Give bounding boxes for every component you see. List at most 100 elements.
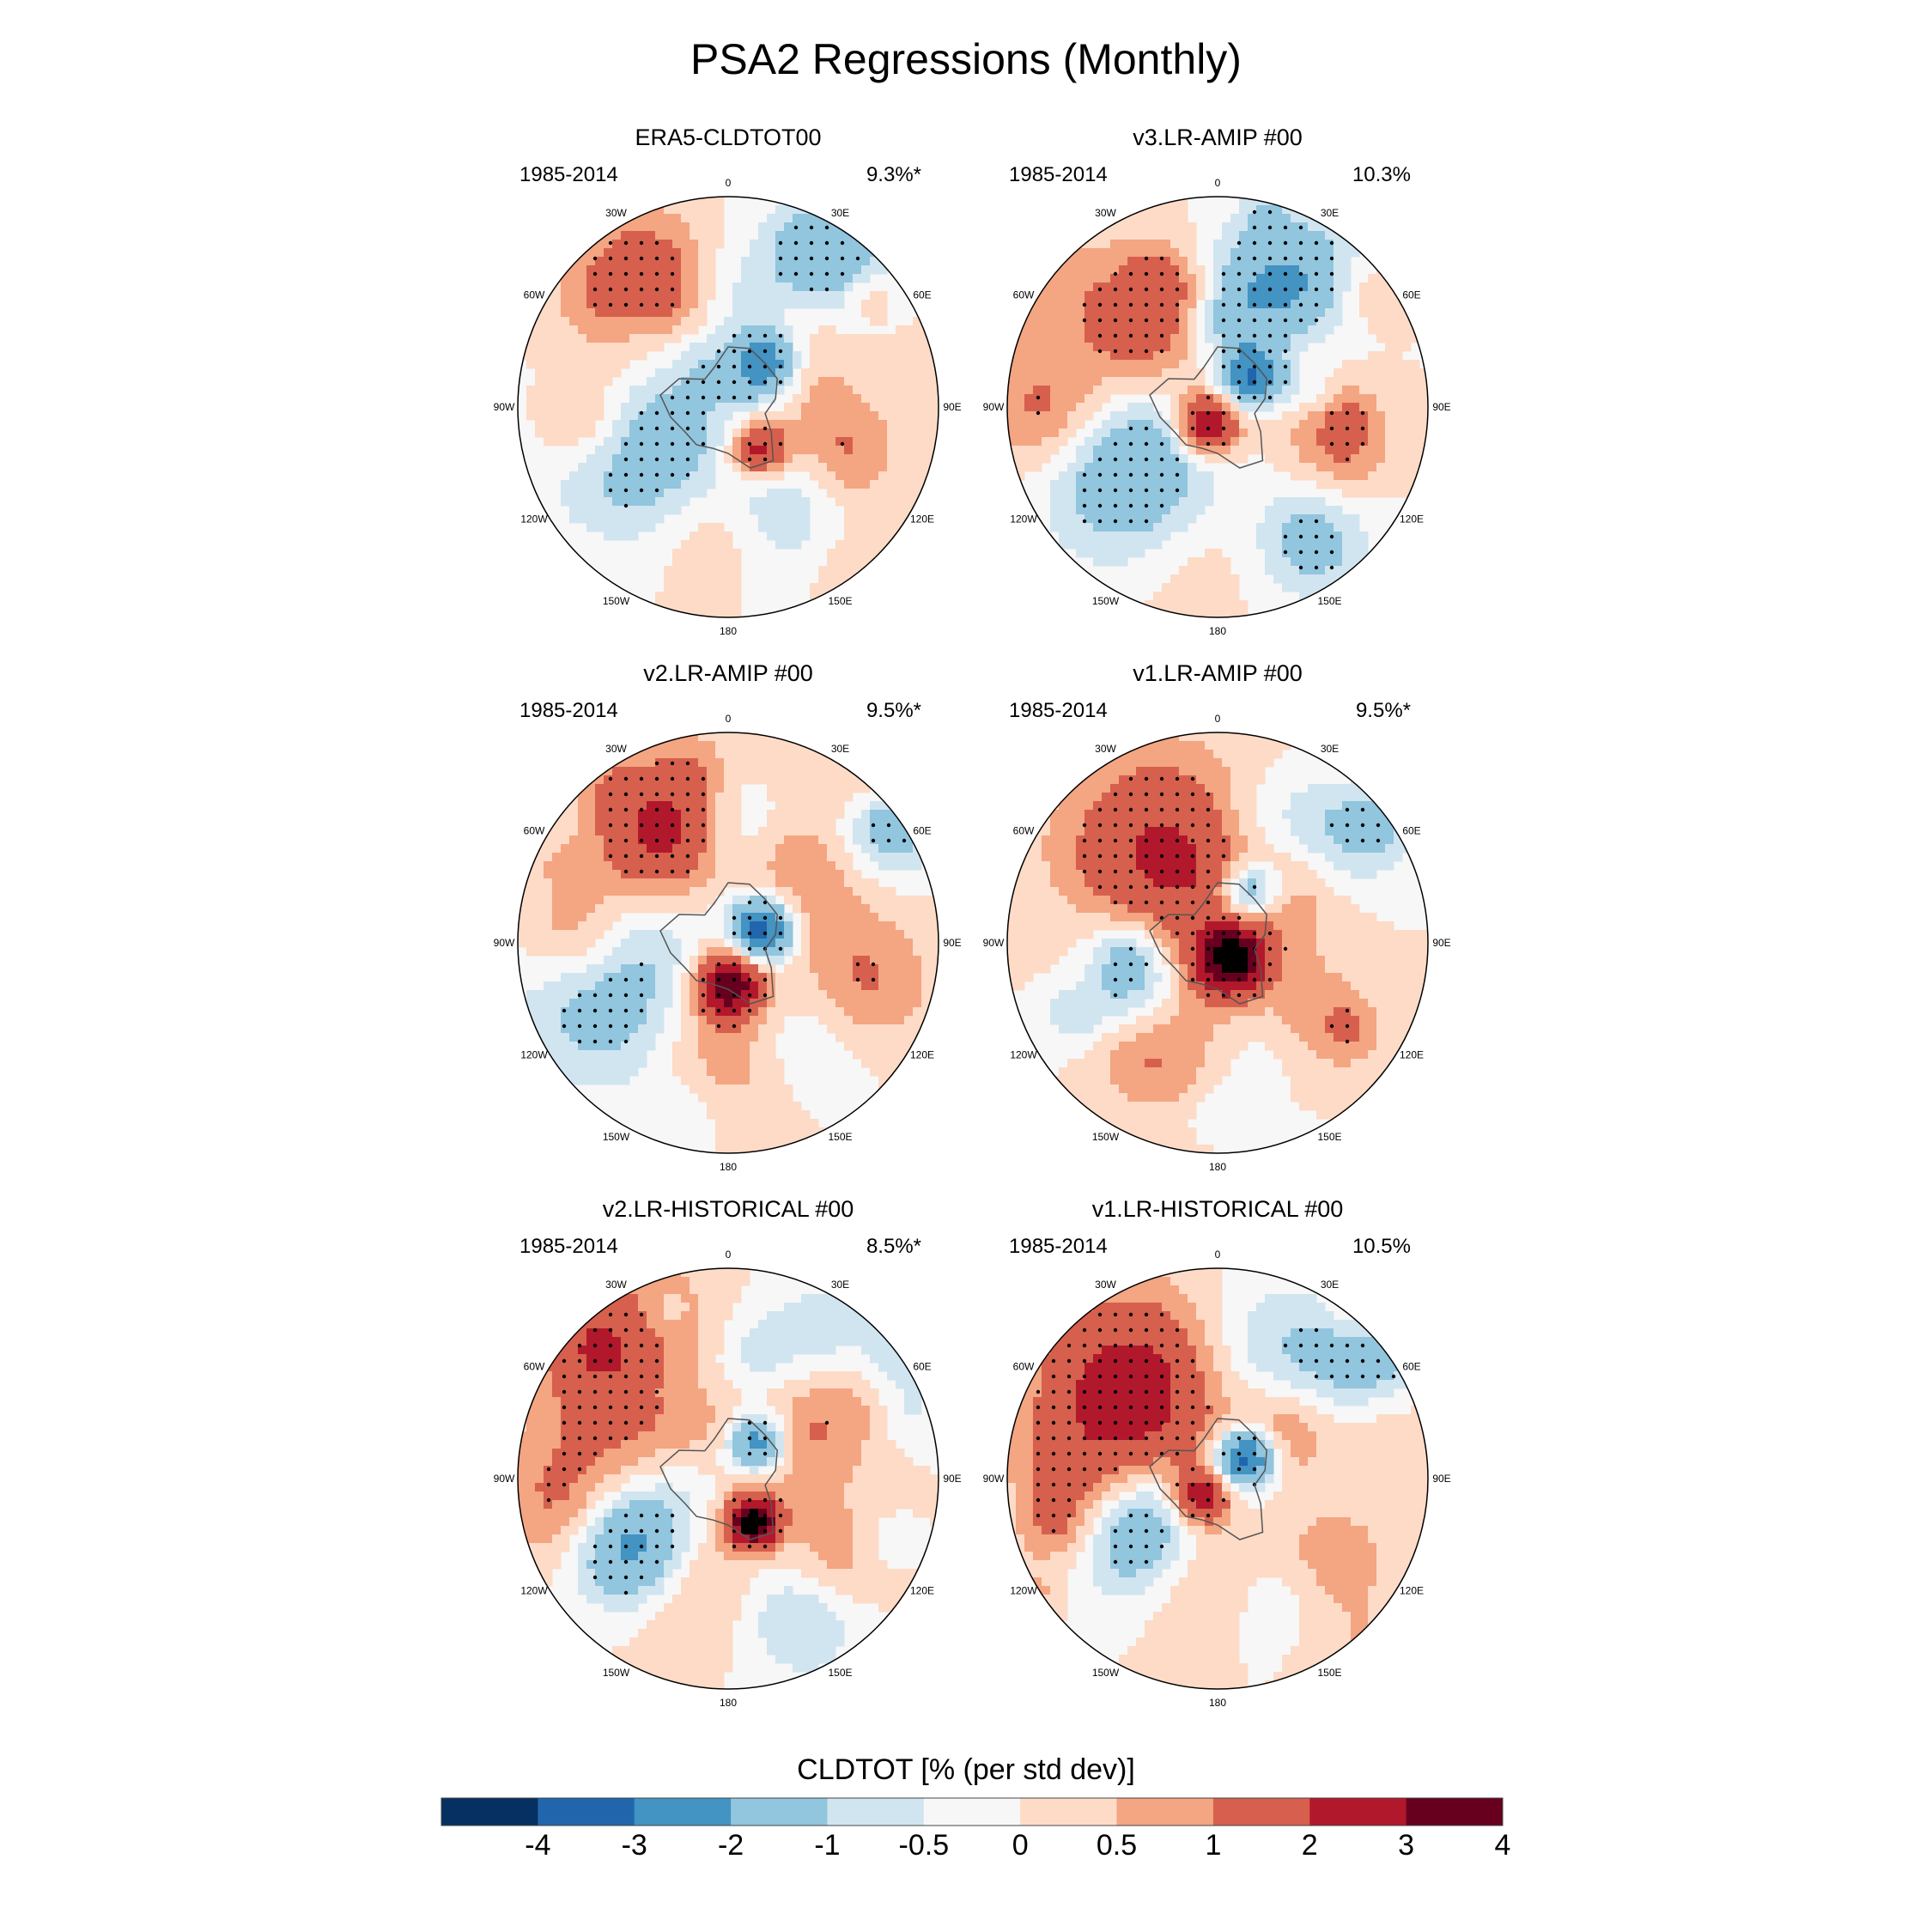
stipple-dot	[1267, 318, 1273, 323]
field-cell	[1119, 463, 1128, 472]
stipple-dot	[654, 302, 659, 307]
field-cell	[638, 386, 647, 395]
field-cell	[569, 844, 579, 854]
field-cell	[896, 827, 905, 836]
field-cell	[793, 793, 802, 802]
field-cell	[715, 1093, 725, 1103]
field-cell	[586, 454, 596, 464]
field-cell	[724, 870, 733, 879]
field-cell	[604, 506, 613, 515]
field-cell	[870, 351, 879, 361]
field-cell	[1265, 334, 1274, 343]
field-cell	[1376, 334, 1386, 343]
field-cell	[1196, 471, 1206, 481]
field-cell	[1145, 205, 1154, 215]
field-cell	[784, 291, 793, 301]
field-cell	[904, 454, 914, 464]
field-cell	[1325, 325, 1334, 335]
field-cell	[732, 308, 742, 318]
field-cell	[681, 540, 690, 550]
field-cell	[1119, 274, 1128, 283]
field-cell	[793, 394, 802, 404]
field-cell	[647, 853, 656, 862]
field-cell	[767, 904, 776, 914]
field-cell	[810, 896, 819, 905]
field-cell	[878, 446, 888, 455]
field-cell	[921, 964, 931, 974]
field-cell	[896, 471, 905, 481]
field-cell	[1213, 411, 1223, 421]
field-cell	[741, 870, 750, 879]
field-cell	[750, 853, 759, 862]
field-cell	[1213, 248, 1223, 258]
field-cell	[1411, 386, 1420, 395]
field-cell	[535, 428, 544, 438]
field-cell	[1153, 368, 1163, 378]
field-cell	[1033, 343, 1042, 352]
field-cell	[561, 939, 570, 948]
field-cell	[612, 463, 622, 472]
field-cell	[1153, 265, 1163, 275]
field-cell	[801, 878, 811, 888]
field-cell	[707, 861, 716, 871]
field-cell	[784, 334, 793, 343]
stipple-dot	[747, 457, 752, 462]
field-cell	[930, 947, 939, 957]
field-cell	[1196, 583, 1206, 592]
stipple-dot	[1175, 457, 1180, 462]
field-cell	[887, 360, 896, 369]
field-cell	[1248, 437, 1257, 447]
field-cell	[715, 532, 725, 541]
field-cell	[861, 956, 871, 965]
field-cell	[784, 1093, 793, 1103]
field-cell	[750, 274, 759, 283]
stipple-dot	[623, 302, 629, 307]
field-cell	[621, 973, 630, 982]
field-cell	[681, 583, 690, 592]
field-cell	[818, 758, 828, 768]
field-cell	[775, 741, 785, 750]
field-cell	[655, 514, 665, 524]
field-cell	[844, 489, 854, 498]
field-cell	[1033, 325, 1042, 335]
stipple-dot	[1097, 488, 1103, 493]
field-cell	[1376, 300, 1386, 309]
field-cell	[544, 368, 553, 378]
field-cell	[844, 913, 854, 922]
field-cell	[1059, 523, 1068, 532]
field-cell	[1136, 489, 1145, 498]
stipple-dot	[608, 776, 613, 781]
field-cell	[870, 454, 879, 464]
field-cell	[1162, 446, 1171, 455]
stipple-dot	[1097, 349, 1103, 354]
field-cell	[672, 446, 682, 455]
field-cell	[1127, 532, 1137, 541]
field-cell	[853, 557, 862, 567]
field-cell	[1230, 283, 1240, 292]
field-cell	[1222, 437, 1231, 447]
stipple-dot	[778, 349, 783, 354]
stipple-dot	[701, 776, 706, 781]
field-cell	[844, 471, 854, 481]
field-cell	[690, 308, 699, 318]
field-cell	[793, 489, 802, 498]
stipple-dot	[701, 410, 706, 416]
field-cell	[1076, 300, 1085, 309]
field-cell	[1136, 240, 1145, 249]
field-cell	[844, 973, 854, 982]
field-cell	[1136, 291, 1145, 301]
field-cell	[818, 793, 828, 802]
field-cell	[784, 1127, 793, 1137]
stipple-dot	[670, 302, 675, 307]
field-cell	[1222, 248, 1231, 258]
field-cell	[1273, 248, 1283, 258]
field-cell	[1162, 471, 1171, 481]
field-cell	[664, 947, 673, 957]
field-cell	[750, 939, 759, 948]
field-cell	[870, 300, 879, 309]
field-cell	[1059, 360, 1068, 369]
field-cell	[1007, 428, 1017, 438]
field-cell	[526, 1024, 536, 1034]
field-cell	[612, 291, 622, 301]
field-cell	[1273, 514, 1283, 524]
